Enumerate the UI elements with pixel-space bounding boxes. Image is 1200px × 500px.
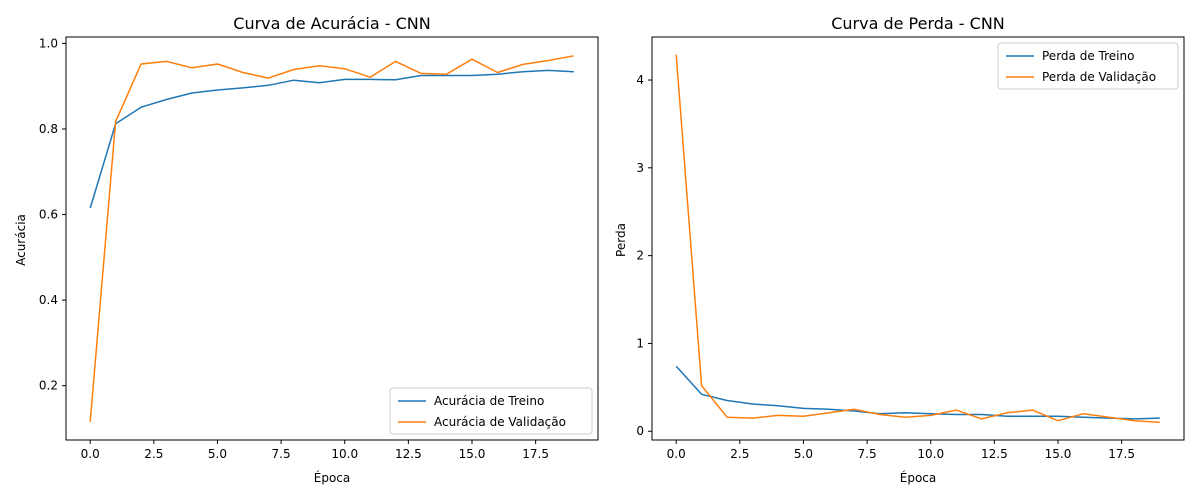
accuracy-x-tick-label: 12.5 xyxy=(395,447,422,461)
loss-series-line-validation xyxy=(675,54,1160,424)
accuracy-legend-box xyxy=(389,387,593,435)
loss-series-line-train xyxy=(675,365,1160,420)
accuracy-y-tick-label: 1.0 xyxy=(39,36,58,50)
loss-legend-box xyxy=(997,42,1179,90)
loss-plot-frame xyxy=(651,36,1185,441)
loss-x-tick-label: 15.0 xyxy=(1045,447,1072,461)
accuracy-y-tick-label: 0.2 xyxy=(39,379,58,393)
loss-x-axis-label: Época xyxy=(900,470,937,485)
loss-chart-title: Curva de Perda - CNN xyxy=(831,14,1005,33)
loss-legend-label: Perda de Validação xyxy=(1042,70,1156,84)
accuracy-x-tick-label: 17.5 xyxy=(522,447,549,461)
accuracy-x-tick-label: 15.0 xyxy=(459,447,486,461)
loss-legend: Perda de Treino Perda de Validação xyxy=(997,42,1179,90)
loss-y-tick-label: 1 xyxy=(636,336,644,350)
loss-x-tick-label: 5.0 xyxy=(794,447,813,461)
accuracy-x-tick-label: 7.5 xyxy=(272,447,291,461)
accuracy-chart: Curva de Acurácia - CNN Época Acurácia 0… xyxy=(14,14,599,485)
loss-x-tick-label: 2.5 xyxy=(730,447,749,461)
accuracy-y-tick-label: 0.4 xyxy=(39,293,58,307)
accuracy-series xyxy=(89,55,574,423)
accuracy-ticks: 0.0 2.5 5.0 7.5 10.0 12.5 15.0 17.5 0.2 0.4 0.6 0.8… xyxy=(39,36,549,461)
loss-x-tick-label: 12.5 xyxy=(981,447,1008,461)
loss-y-tick-label: 4 xyxy=(636,73,644,87)
accuracy-chart-title: Curva de Acurácia - CNN xyxy=(233,14,430,33)
accuracy-legend-label: Acurácia de Treino xyxy=(434,394,544,408)
loss-series xyxy=(675,54,1160,424)
loss-x-tick-label: 0.0 xyxy=(667,447,686,461)
loss-x-tick-label: 7.5 xyxy=(858,447,877,461)
accuracy-x-tick-label: 0.0 xyxy=(81,447,100,461)
loss-x-tick-label: 10.0 xyxy=(917,447,944,461)
accuracy-legend: Acurácia de Treino Acurácia de Validação xyxy=(389,387,593,435)
accuracy-series-line-validation xyxy=(89,55,574,423)
loss-ticks: 0.0 2.5 5.0 7.5 10.0 12.5 15.0 17.5 0 1 2 3 4 xyxy=(636,73,1135,461)
accuracy-x-tick-label: 2.5 xyxy=(144,447,163,461)
accuracy-legend-label: Acurácia de Validação xyxy=(434,415,566,429)
loss-legend-label: Perda de Treino xyxy=(1042,49,1134,63)
accuracy-plot-frame xyxy=(65,36,599,441)
accuracy-x-tick-label: 10.0 xyxy=(331,447,358,461)
accuracy-y-tick-label: 0.6 xyxy=(39,208,58,222)
loss-y-tick-label: 2 xyxy=(636,249,644,263)
loss-y-axis-label: Perda xyxy=(614,223,628,257)
loss-chart: Curva de Perda - CNN Época Perda 0.0 2.5 5… xyxy=(614,14,1185,485)
accuracy-x-tick-label: 5.0 xyxy=(208,447,227,461)
loss-y-tick-label: 3 xyxy=(636,161,644,175)
accuracy-x-axis-label: Época xyxy=(314,470,351,485)
accuracy-y-axis-label: Acurácia xyxy=(14,214,28,266)
accuracy-series-line-train xyxy=(89,69,574,209)
loss-x-tick-label: 17.5 xyxy=(1108,447,1135,461)
accuracy-y-tick-label: 0.8 xyxy=(39,122,58,136)
loss-y-tick-label: 0 xyxy=(636,424,644,438)
